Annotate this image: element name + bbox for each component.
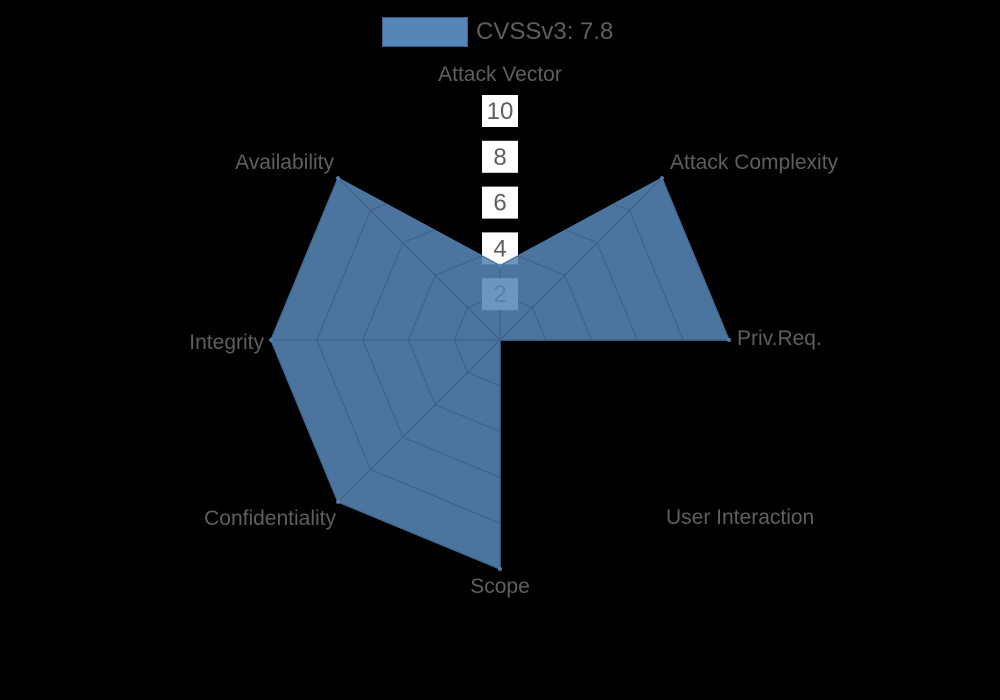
svg-text:Priv.Req.: Priv.Req. bbox=[737, 327, 822, 350]
svg-text:Attack Complexity: Attack Complexity bbox=[670, 151, 839, 174]
svg-text:Scope: Scope bbox=[470, 575, 530, 598]
svg-text:Availability: Availability bbox=[235, 151, 334, 174]
svg-text:Confidentiality: Confidentiality bbox=[204, 507, 336, 530]
svg-text:User Interaction: User Interaction bbox=[666, 506, 814, 529]
svg-text:Attack Vector: Attack Vector bbox=[438, 63, 562, 86]
svg-text:Integrity: Integrity bbox=[189, 331, 264, 354]
